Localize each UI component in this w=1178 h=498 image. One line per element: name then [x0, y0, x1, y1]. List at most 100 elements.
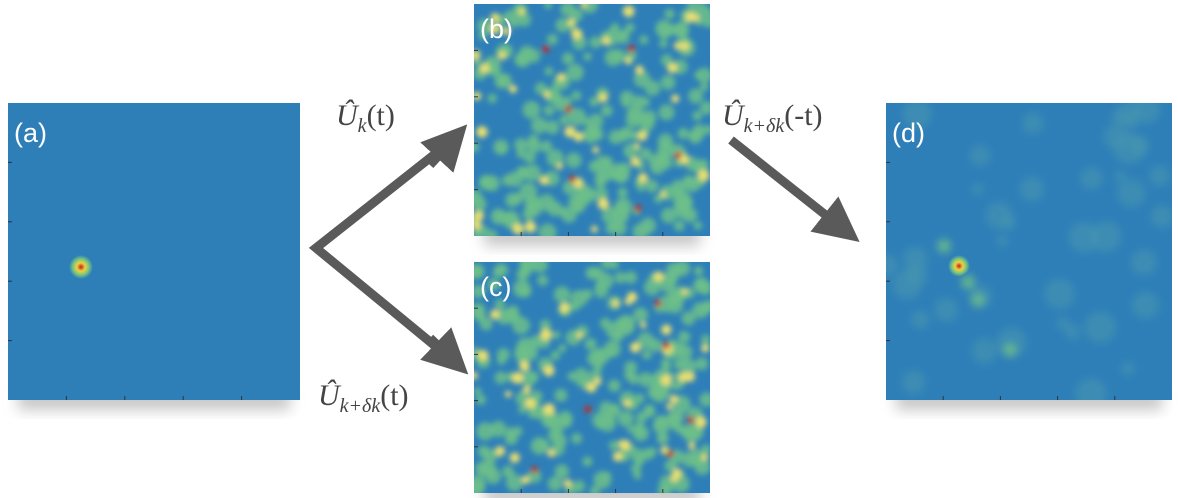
- speckle: [616, 318, 627, 329]
- speckle: [589, 36, 601, 48]
- speckle: [597, 273, 613, 289]
- speckle: [698, 159, 709, 170]
- speckle-bright: [620, 440, 631, 451]
- speckle: [502, 175, 513, 186]
- speckle-peak: [654, 300, 661, 307]
- operator-label: Ûk(t): [336, 99, 395, 137]
- speckle: [664, 9, 674, 19]
- speckle-bright: [627, 292, 637, 302]
- speckle: [704, 125, 713, 134]
- heatmap: [69, 255, 93, 279]
- speckle: [532, 257, 548, 273]
- wavepacket: [948, 255, 970, 277]
- speckle: [648, 447, 657, 456]
- figure: (a)(b)(c)(d) Ûk(t) Ûk+δk(t) Ûk+δk(-t): [0, 0, 1178, 498]
- speckle: [595, 179, 605, 189]
- speckle-bright: [674, 42, 682, 50]
- speckle-bright: [581, 1, 588, 8]
- speckle: [528, 409, 537, 418]
- faint-blob: [972, 338, 998, 364]
- speckle-bright: [623, 5, 635, 17]
- speckle: [639, 35, 648, 44]
- speckle: [698, 281, 712, 295]
- speckle: [616, 129, 628, 141]
- speckle: [688, 88, 703, 103]
- speckle-peak: [687, 417, 694, 424]
- faint-blob: [934, 298, 958, 322]
- speckle-bright: [543, 403, 555, 415]
- speckle: [699, 392, 713, 406]
- speckle-bright: [525, 398, 536, 409]
- speckle-peak: [667, 450, 674, 457]
- speckle: [618, 411, 634, 427]
- panel-label: (b): [480, 14, 513, 44]
- speckle-bright: [682, 288, 688, 294]
- speckle-bright: [701, 454, 708, 461]
- speckle-bright: [478, 350, 489, 361]
- speckle-bright: [660, 191, 666, 197]
- speckle: [555, 464, 569, 478]
- speckle: [475, 311, 485, 321]
- speckle: [625, 271, 638, 284]
- speckle-bright: [671, 95, 679, 103]
- speckle: [676, 344, 692, 360]
- speckle: [687, 0, 696, 9]
- speckle: [645, 180, 658, 193]
- speckle-bright: [509, 85, 517, 93]
- speckle-bright: [576, 332, 583, 339]
- speckle: [538, 194, 555, 211]
- faint-blob: [972, 183, 984, 195]
- speckle: [661, 359, 669, 367]
- speckle: [488, 94, 498, 104]
- speckle: [605, 348, 615, 358]
- speckle-bright: [543, 91, 550, 98]
- speckle: [513, 280, 531, 298]
- panels: (a)(b)(c)(d): [8, 0, 1174, 498]
- panel-label: (d): [892, 118, 925, 148]
- speckle-bright: [669, 395, 678, 404]
- panel: (b): [466, 0, 715, 246]
- speckle: [700, 101, 714, 115]
- panel: (d): [876, 96, 1174, 410]
- speckle-bright: [480, 63, 490, 73]
- speckle: [683, 198, 693, 208]
- speckle-bright: [540, 329, 552, 341]
- faint-blob: [1124, 115, 1138, 129]
- faint-blob: [911, 310, 930, 329]
- operator-subscript: k+δk: [744, 115, 786, 137]
- speckle: [704, 8, 713, 17]
- speckle-bright: [685, 372, 695, 382]
- speckle-bright: [505, 391, 511, 397]
- speckle-bright: [473, 92, 482, 101]
- speckle: [637, 183, 645, 191]
- speckle: [678, 128, 690, 140]
- speckle: [529, 372, 539, 382]
- speckle-bright: [672, 468, 682, 478]
- speckle: [594, 364, 602, 372]
- speckle: [497, 356, 506, 365]
- speckle: [544, 105, 555, 116]
- speckle: [558, 344, 566, 352]
- speckle: [670, 292, 681, 303]
- speckle: [573, 368, 590, 385]
- speckle-bright: [559, 303, 569, 313]
- speckle: [566, 152, 582, 168]
- speckle: [701, 335, 711, 345]
- speckle: [661, 75, 676, 90]
- speckle: [494, 372, 506, 384]
- speckle-bright: [474, 211, 484, 221]
- speckle: [601, 105, 613, 117]
- speckle: [610, 260, 619, 269]
- speckle: [573, 480, 585, 492]
- arrow-back: [731, 140, 842, 228]
- speckle-bright: [698, 170, 710, 182]
- speckle-bright: [598, 93, 608, 103]
- speckle-bright: [661, 325, 671, 335]
- speckle-bright: [571, 29, 582, 40]
- speckle-bright: [523, 386, 531, 394]
- streak: [971, 293, 985, 307]
- speckle: [566, 64, 583, 81]
- speckle: [675, 260, 690, 275]
- speckle: [702, 300, 714, 312]
- speckle: [589, 161, 601, 173]
